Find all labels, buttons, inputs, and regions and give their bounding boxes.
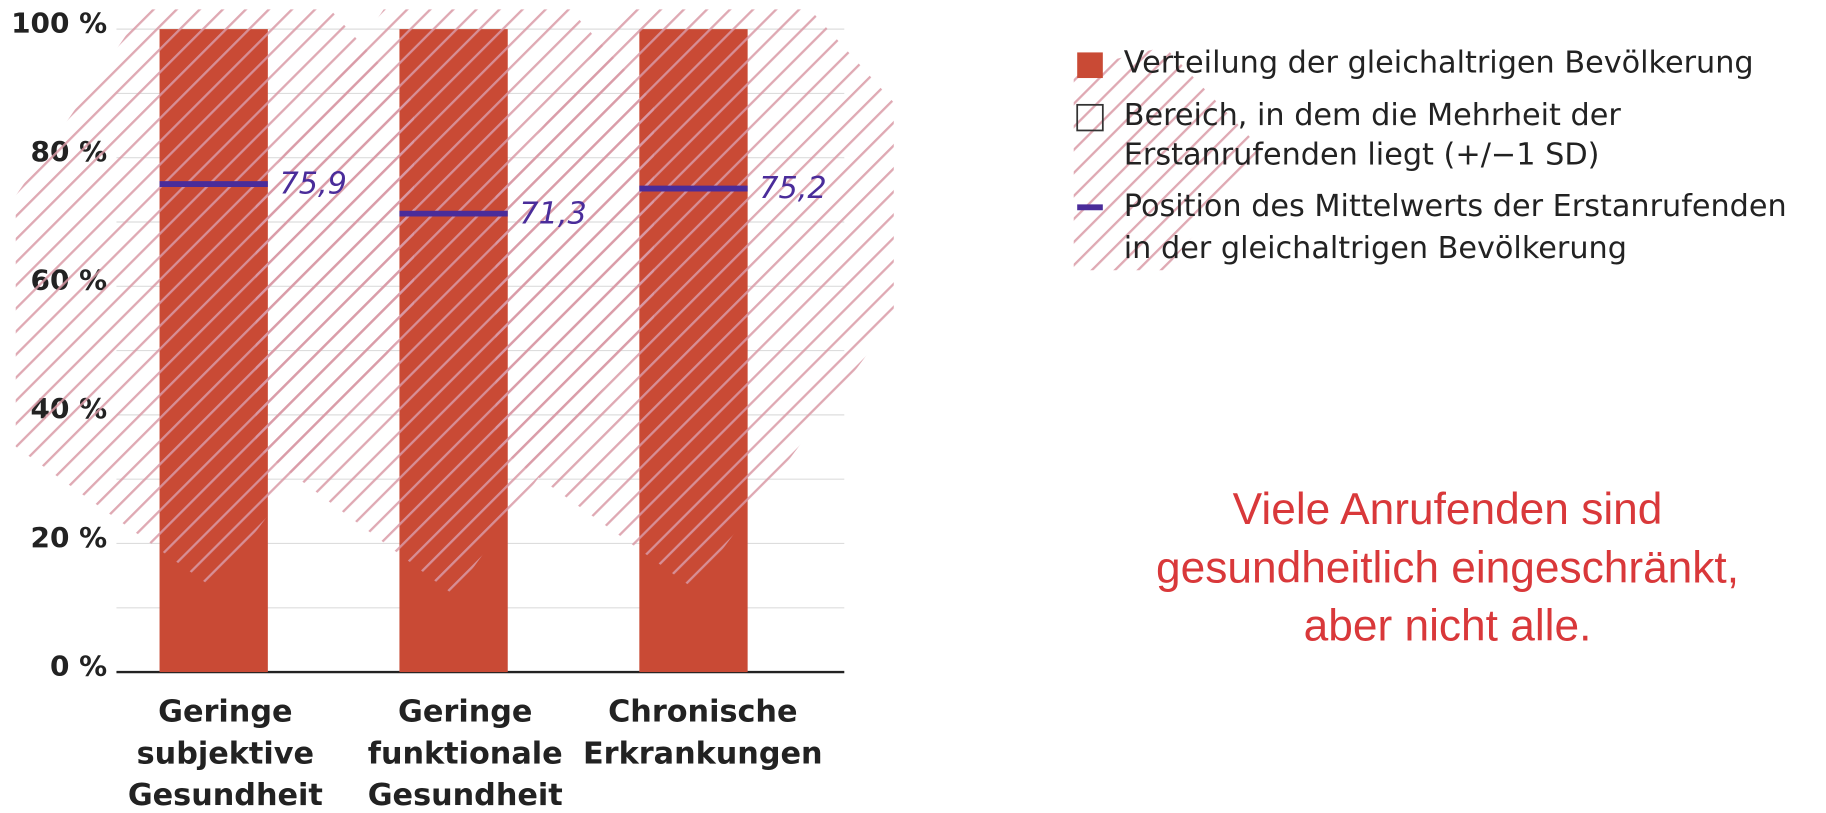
legend-label: Erstanrufenden liegt (+/−1 SD): [1124, 138, 1600, 173]
value-label: 75,9: [279, 167, 346, 202]
annotation: Viele Anrufenden sind: [1233, 485, 1663, 534]
legend-hatch: [1073, 46, 1264, 271]
x-tick-label: Gesundheit: [128, 778, 323, 813]
value-label: 71,3: [519, 196, 586, 231]
y-tick-label: 100 %: [11, 6, 107, 39]
legend-label: in der gleichaltrigen Bevölkerung: [1124, 231, 1627, 266]
legend-label: Position des Mittelwerts der Erstanrufen…: [1124, 189, 1787, 224]
y-tick-label: 20 %: [31, 521, 108, 554]
value-label: 75,2: [759, 171, 826, 206]
x-tick-label: Gesundheit: [368, 778, 563, 813]
legend-swatch: [1076, 103, 1104, 132]
x-tick-label: subjektive: [137, 736, 314, 771]
x-tick-label: Erkrankungen: [583, 736, 823, 771]
legend-swatch: [1077, 52, 1103, 79]
annotation: gesundheitlich eingeschränkt,: [1156, 543, 1739, 592]
y-tick-label: 0 %: [50, 649, 107, 682]
legend-label: Bereich, in dem die Mehrheit der: [1124, 98, 1622, 133]
annotation: aber nicht alle.: [1304, 602, 1592, 651]
x-tick-label: Geringe: [158, 694, 292, 729]
sd-range: [495, 9, 894, 589]
legend-label: Verteilung der gleichaltrigen Bevölkerun…: [1124, 46, 1754, 81]
x-tick-label: funktionale: [368, 736, 563, 771]
x-tick-label: Chronische: [608, 694, 797, 729]
x-tick-label: Geringe: [398, 694, 532, 729]
